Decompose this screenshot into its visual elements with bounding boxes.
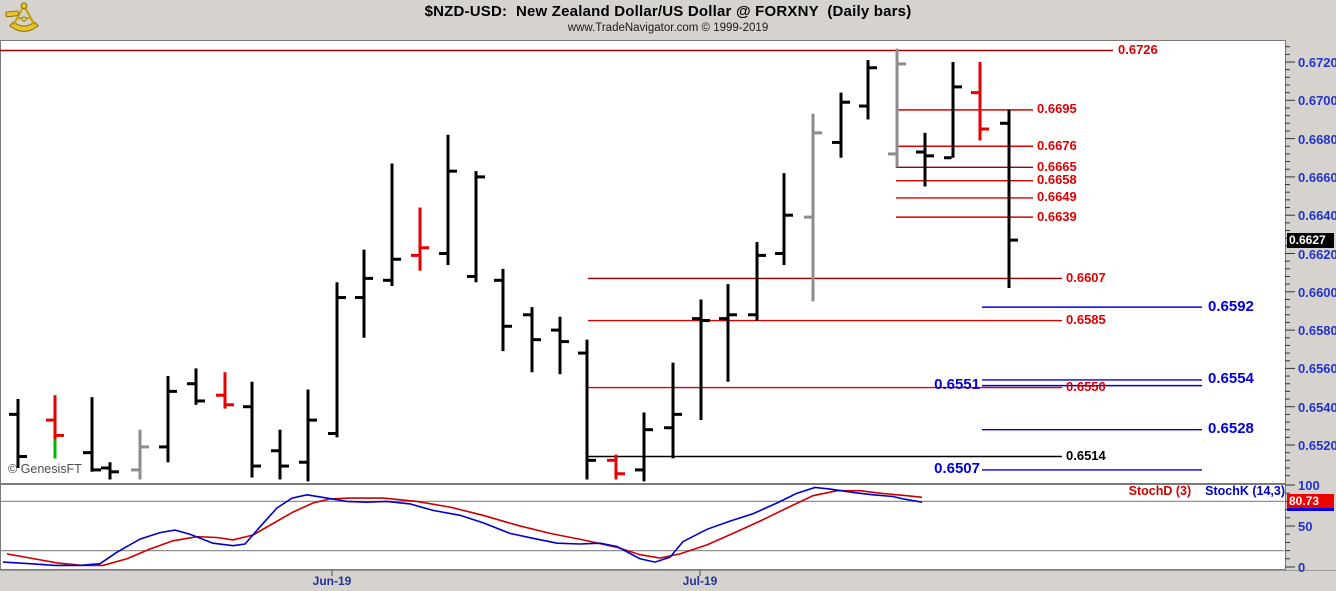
date-axis-strip <box>0 570 1336 591</box>
price-axis-label: 0.6520 <box>1298 438 1336 453</box>
price-axis-label: 0.6680 <box>1298 131 1336 147</box>
price-axis-label: 0.6600 <box>1298 284 1336 300</box>
stoch-axis-label: 50 <box>1298 519 1313 534</box>
stoch-axis-label: 100 <box>1298 478 1320 493</box>
price-axis-label: 0.6660 <box>1298 169 1336 185</box>
stochastic-indicator-panel[interactable] <box>0 484 1286 570</box>
price-axis-label: 0.6560 <box>1298 361 1336 377</box>
chart-subtitle: www.TradeNavigator.com © 1999-2019 <box>567 22 769 34</box>
price-chart-panel[interactable] <box>0 40 1286 484</box>
price-axis-label: 0.6720 <box>1298 55 1336 70</box>
price-axis-label: 0.6640 <box>1298 208 1336 224</box>
last-price-badge: 0.6627 <box>1287 232 1334 248</box>
price-axis-label: 0.6580 <box>1298 323 1336 339</box>
stochastic-value-badge: 80.73 <box>1287 493 1334 508</box>
stochk-value-marker <box>1287 507 1334 511</box>
price-axis-label: 0.6620 <box>1298 246 1336 262</box>
price-axis-label: 0.6700 <box>1298 93 1336 109</box>
price-axis-label: 0.6540 <box>1298 399 1336 415</box>
trade-navigator-logo-sextant-icon <box>5 2 39 32</box>
chart-title: $NZD-USD: New Zealand Dollar/US Dollar @… <box>424 3 912 20</box>
